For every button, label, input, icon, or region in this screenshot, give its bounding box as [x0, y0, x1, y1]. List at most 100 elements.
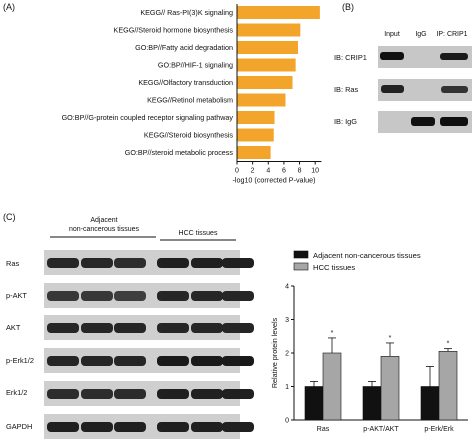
blot-b-band: [381, 85, 404, 93]
x-tick-label: 2: [251, 168, 255, 175]
blot-b-row-ras: IB: Ras: [334, 85, 359, 94]
data-bar: [362, 386, 382, 421]
wb-band: [81, 323, 113, 333]
blot-b-column-igg: IgG: [415, 31, 426, 38]
wb-band: [81, 356, 113, 366]
wb-band: [157, 389, 189, 399]
blot-b-column-ip: IP: CRIP1: [436, 31, 467, 38]
term-label: GO:BP//steroid metabolic process: [125, 148, 234, 157]
wb-band: [191, 291, 223, 301]
wb-band: [157, 422, 189, 432]
y-tick-label: 0: [285, 418, 289, 425]
wb-band: [191, 258, 223, 268]
wb-band: [47, 291, 79, 301]
wb-band: [157, 323, 189, 333]
x-category-label: Ras: [317, 426, 330, 433]
wb-band: [157, 356, 189, 366]
wb-band: [222, 258, 254, 268]
legend-swatch: [293, 262, 309, 271]
wb-band: [47, 356, 79, 366]
wb-band: [81, 389, 113, 399]
group-label-hcc: HCC tissues: [179, 230, 218, 237]
wb-band: [222, 291, 254, 301]
enrichment-bar: [237, 128, 274, 142]
wb-band: [157, 258, 189, 268]
coip-blot-panel: Input IgG IP: CRIP1 IB: CRIP1 IB: Ras IB…: [334, 31, 472, 133]
panel-label-a: (A): [3, 2, 15, 12]
wb-band: [81, 258, 113, 268]
legend-label: Adjacent non-cancerous tissues: [313, 251, 421, 260]
wb-band: [114, 356, 146, 366]
term-label: KEGG//Steroid biosynthesis: [144, 131, 233, 140]
enrichment-bar-chart: KEGG// Ras-PI(3)K signaling KEGG//Steroid…: [62, 4, 322, 185]
significance-marker: *: [447, 341, 450, 348]
wb-band: [81, 291, 113, 301]
x-tick-label: 0: [235, 168, 239, 175]
enrichment-bar: [237, 93, 286, 107]
x-tick-label: 8: [298, 168, 302, 175]
wb-band: [157, 291, 189, 301]
enrichment-bar: [237, 23, 301, 37]
y-tick-label: 1: [285, 384, 289, 391]
enrichment-bar: [237, 76, 293, 89]
wb-band: [114, 422, 146, 432]
y-tick-label: 3: [285, 317, 289, 324]
wb-band: [114, 389, 146, 399]
wb-band: [81, 422, 113, 432]
y-tick-label: 2: [285, 351, 289, 358]
wb-band: [47, 422, 79, 432]
wb-row-label: GAPDH: [6, 422, 32, 431]
x-tick-label: 4: [266, 168, 270, 175]
blot-b-strip-ras: [378, 79, 472, 101]
blot-b-band: [380, 52, 404, 60]
wb-band: [114, 291, 146, 301]
wb-band: [191, 323, 223, 333]
panel-label-b: (B): [342, 2, 354, 12]
wb-band: [114, 258, 146, 268]
protein-levels-bar-chart: 0 1 2 3 4 Relative protein levels Adjacent non…: [270, 250, 468, 433]
wb-band: [114, 323, 146, 333]
wb-band: [191, 356, 223, 366]
wb-band: [191, 422, 223, 432]
significance-marker: *: [331, 330, 334, 337]
blot-b-band: [411, 117, 435, 126]
enrichment-bar: [237, 111, 275, 124]
wb-row-label: Erk1/2: [6, 388, 27, 397]
legend-label: HCC tissues: [313, 263, 355, 272]
group-label-adjacent-line1: Adjacent: [90, 217, 117, 224]
data-bar: [322, 352, 342, 421]
legend-swatch: [293, 250, 309, 259]
data-bar: [304, 386, 324, 421]
term-label: GO:BP//HIF-1 signaling: [158, 61, 233, 70]
wb-band: [222, 422, 254, 432]
blot-b-band: [441, 86, 468, 93]
wb-row-label: p-AKT: [6, 291, 27, 300]
panel-label-c: (C): [3, 212, 16, 222]
wb-row-label: AKT: [6, 323, 21, 332]
wb-band: [222, 389, 254, 399]
significance-marker: *: [389, 335, 392, 342]
enrichment-bar: [237, 41, 298, 54]
term-label: KEGG//Olfactory transduction: [138, 78, 233, 87]
enrichment-bar: [237, 6, 320, 19]
blot-b-band: [440, 53, 468, 60]
x-category-label: p-AKT/AKT: [363, 426, 399, 433]
enrichment-bar: [237, 146, 271, 159]
blot-b-row-crip1: IB: CRIP1: [334, 53, 367, 62]
blot-b-row-igg: IB: IgG: [334, 117, 357, 126]
data-bar: [438, 351, 458, 421]
term-label: KEGG//Retinol metabolism: [147, 96, 233, 105]
data-bar: [420, 386, 440, 421]
blot-b-column-input: Input: [384, 31, 400, 38]
x-tick-label: 10: [311, 168, 319, 175]
term-label: KEGG//Steroid hormone biosynthesis: [114, 26, 234, 35]
wb-band: [222, 323, 254, 333]
term-label: GO:BP//G-protein coupled receptor signal…: [62, 113, 234, 122]
y-tick-label: 4: [285, 284, 289, 291]
wb-row-label: p-Erk1/2: [6, 356, 34, 365]
wb-band: [222, 356, 254, 366]
wb-band: [47, 258, 79, 268]
wb-row-label: Ras: [6, 259, 19, 268]
wb-band: [47, 323, 79, 333]
